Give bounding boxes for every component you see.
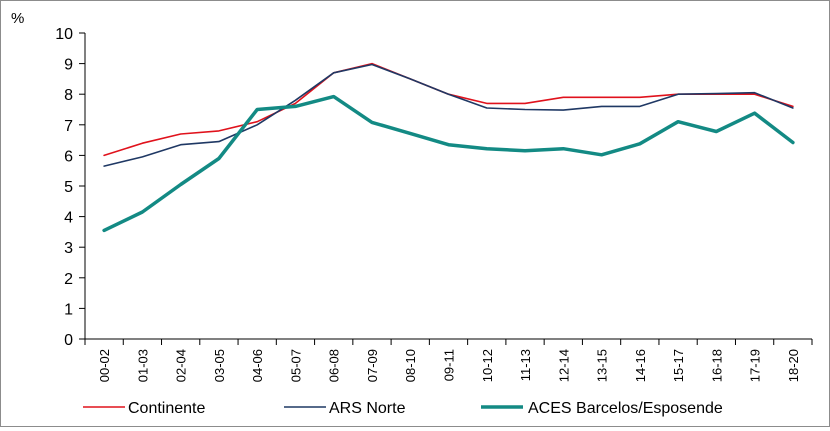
x-tick-label: 14-16	[633, 349, 648, 382]
x-tick-label: 16-18	[709, 349, 724, 382]
y-tick-label: 9	[64, 57, 73, 74]
x-tick-label: 02-04	[174, 349, 189, 382]
x-tick-label: 05-07	[288, 349, 303, 382]
x-tick-label: 01-03	[135, 349, 150, 382]
y-tick-label: 1	[64, 301, 73, 318]
y-axis-unit-label: %	[11, 10, 24, 27]
series-line	[103, 63, 794, 167]
x-tick-label: 07-09	[365, 349, 380, 382]
x-tick-label: 11-13	[518, 349, 533, 381]
legend-entry-2: ARS Norte	[284, 400, 406, 417]
y-tick-label: 6	[64, 148, 73, 165]
legend-entry-1: Continente	[83, 400, 205, 417]
x-tick-label: 06-08	[327, 349, 342, 382]
x-tick-label: 00-02	[97, 349, 112, 382]
series-1	[103, 62, 794, 157]
legend: Continente ARS Norte ACES Barcelos/Esposen…	[83, 400, 723, 417]
y-tick-label: 0	[64, 332, 73, 349]
x-tick-label: 04-06	[250, 349, 265, 382]
y-tick-label: 8	[64, 87, 73, 104]
y-tick-label: 3	[64, 240, 73, 257]
x-tick-label: 12-14	[556, 349, 571, 382]
legend-label: Continente	[128, 400, 205, 417]
y-tick-label: 10	[55, 26, 73, 43]
y-tick-label: 4	[64, 210, 73, 227]
axes: 0 1 2 3 4 5 6 7 8 9 10 00-02 01-03 02-04 03-05 04-06 05-…	[55, 26, 813, 382]
x-tick-label: 15-17	[671, 349, 686, 382]
legend-label: ACES Barcelos/Esposende	[528, 400, 723, 417]
x-tick-label: 08-10	[403, 349, 418, 382]
x-tick-label: 17-19	[748, 349, 763, 382]
y-tick-label: 7	[64, 118, 73, 135]
x-tick-label: 09-11	[442, 349, 457, 381]
series-layer	[102, 62, 795, 233]
x-tick-label: 13-15	[595, 349, 610, 382]
y-tick-label: 5	[64, 179, 73, 196]
x-tick-label: 03-05	[212, 349, 227, 382]
x-tick-label: 10-12	[480, 349, 495, 382]
series-2	[103, 63, 794, 167]
legend-label: ARS Norte	[329, 400, 406, 417]
x-tick-label: 18-20	[786, 349, 801, 382]
y-tick-label: 2	[64, 271, 73, 288]
series-line	[103, 62, 794, 157]
series-line	[102, 94, 795, 233]
legend-entry-3: ACES Barcelos/Esposende	[481, 400, 723, 417]
series-3	[102, 94, 795, 233]
